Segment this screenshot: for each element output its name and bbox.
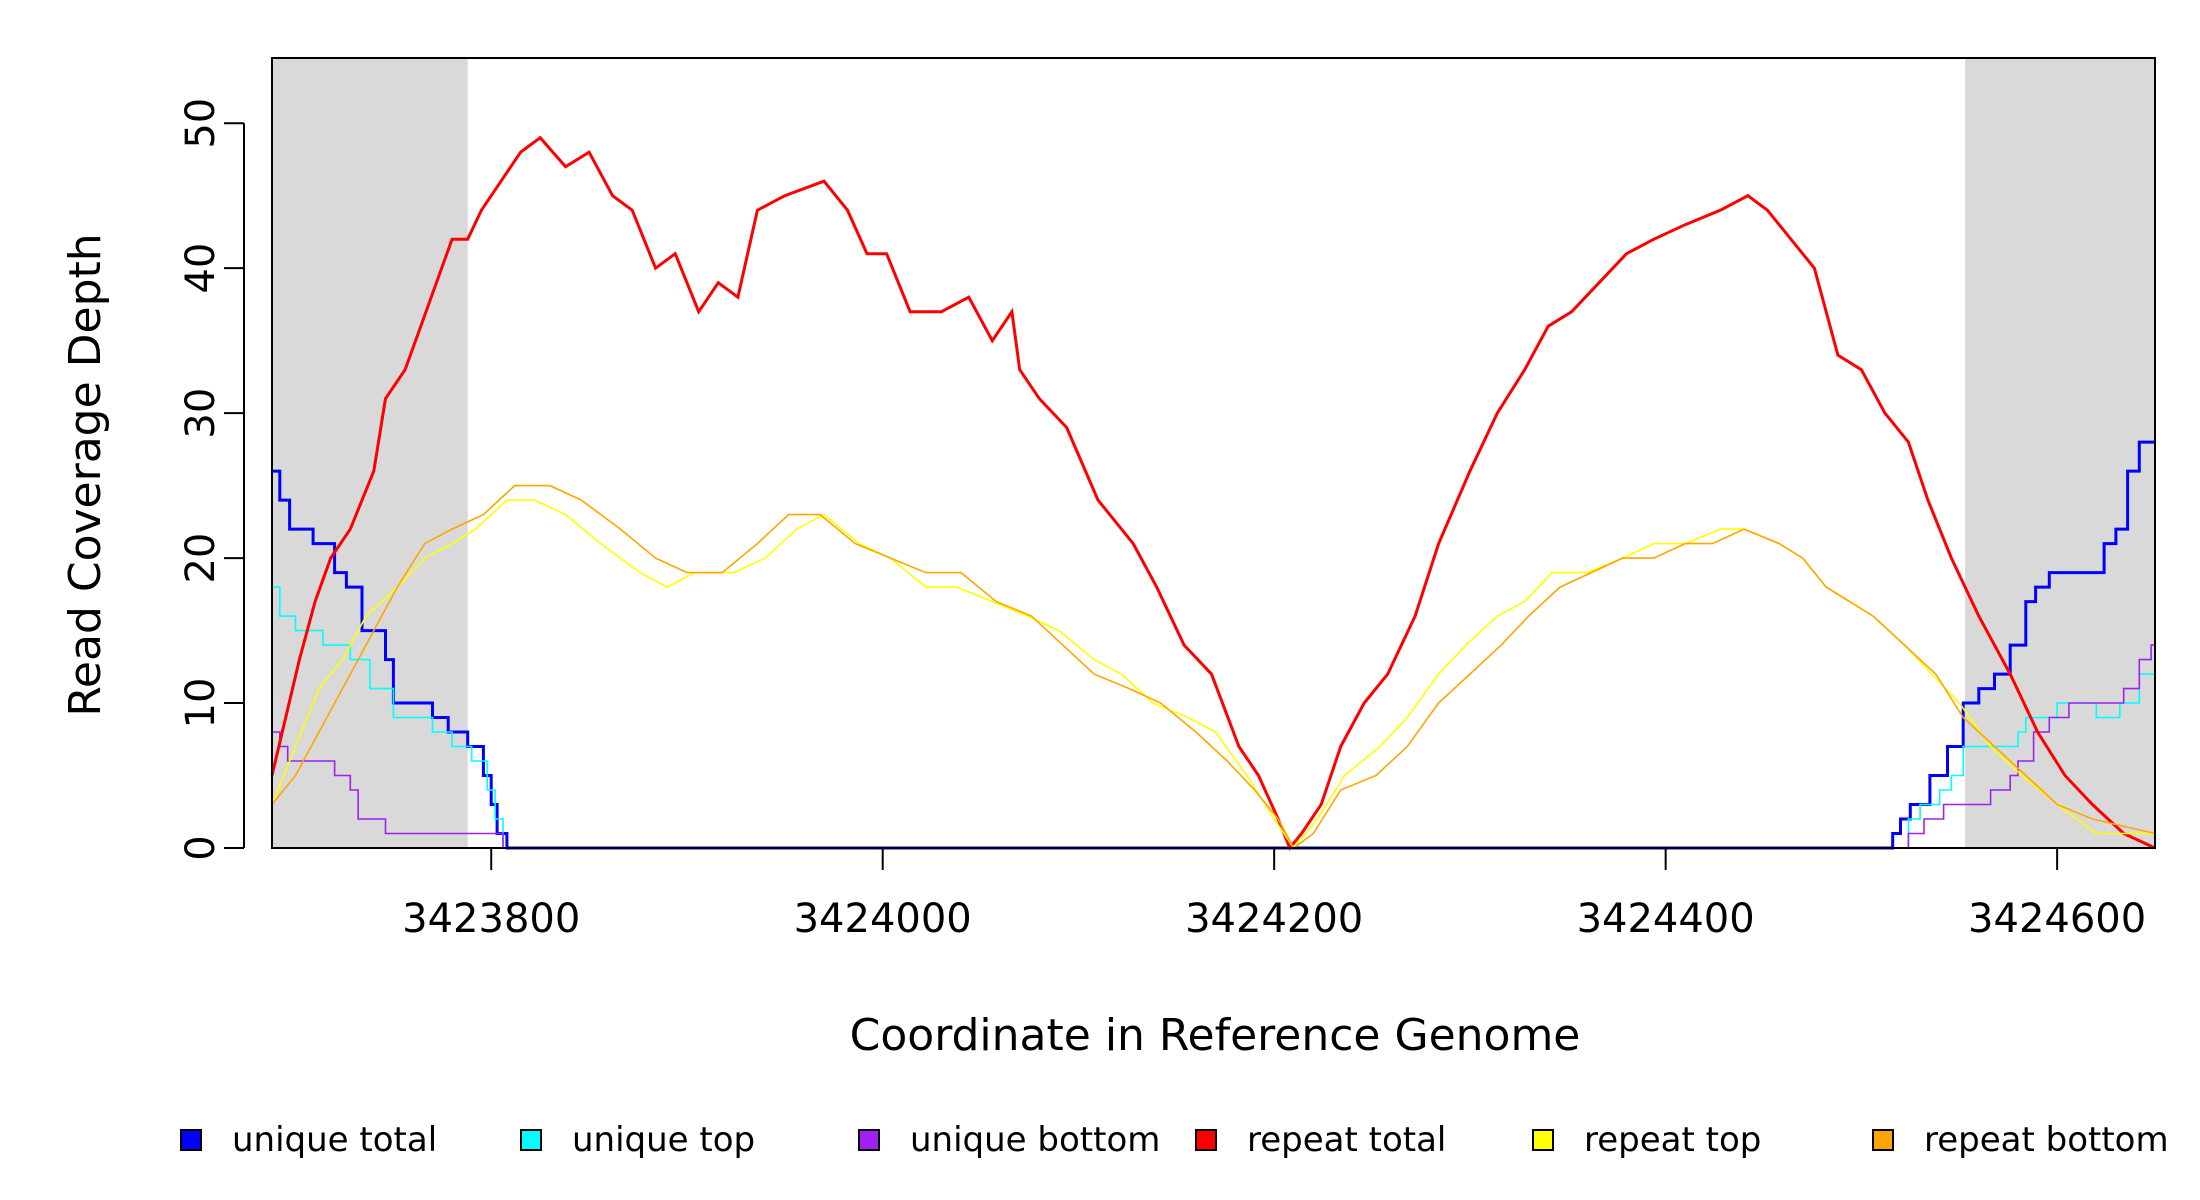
legend-swatch (858, 1129, 880, 1151)
x-axis-label: Coordinate in Reference Genome (850, 1010, 1581, 1061)
y-tick-label: 40 (178, 243, 224, 294)
series-line-repeat-total (270, 135, 2156, 851)
y-axis: 0 10 20 30 40 50 (178, 98, 245, 861)
legend-label: unique total (232, 1120, 438, 1160)
series-line-unique-total (272, 440, 2155, 850)
legend-item-unique-total: unique total (180, 1110, 437, 1170)
legend-swatch (1872, 1129, 1894, 1151)
y-tick-label: 10 (178, 678, 224, 729)
shaded-region-0 (272, 58, 468, 848)
legend-label: repeat total (1247, 1120, 1447, 1160)
legend-item-unique-top: unique top (520, 1110, 755, 1170)
plot-frame (271, 57, 2156, 849)
x-axis: 3423800 3424000 3424200 3424400 3424600 (402, 847, 2146, 942)
legend-item-repeat-top: repeat top (1532, 1110, 1761, 1170)
series-line-repeat-top (271, 499, 2155, 850)
legend-label: unique bottom (910, 1120, 1161, 1160)
series-line-unique-bottom (272, 644, 2155, 849)
legend-swatch (520, 1129, 542, 1151)
x-tick-label: 3424600 (1968, 896, 2146, 942)
legend-item-unique-bottom: unique bottom (858, 1110, 1160, 1170)
legend-swatch (180, 1129, 202, 1151)
legend-label: repeat bottom (1924, 1120, 2169, 1160)
shaded-regions (272, 58, 2155, 848)
x-tick-label: 3424200 (1185, 896, 1363, 942)
legend-swatch (1532, 1129, 1554, 1151)
y-tick-label: 50 (178, 98, 224, 149)
legend-item-repeat-total: repeat total (1195, 1110, 1446, 1170)
series-lines (270, 135, 2156, 851)
legend-label: unique top (572, 1120, 756, 1160)
y-tick-label: 20 (178, 533, 224, 584)
series-line-repeat-bottom (271, 484, 2156, 850)
legend-label: repeat top (1584, 1120, 1762, 1160)
y-tick-label: 0 (178, 835, 224, 860)
x-tick-label: 3423800 (402, 896, 580, 942)
x-tick-label: 3424400 (1577, 896, 1755, 942)
y-tick-label: 30 (178, 388, 224, 439)
y-axis-label: Read Coverage Depth (60, 233, 111, 716)
x-tick-label: 3424000 (794, 896, 972, 942)
series-line-unique-top (272, 586, 2156, 849)
legend: unique total unique top unique bottom repea… (0, 1110, 2200, 1170)
legend-swatch (1195, 1129, 1217, 1151)
shaded-region-1 (1965, 58, 2155, 848)
legend-item-repeat-bottom: repeat bottom (1872, 1110, 2169, 1170)
